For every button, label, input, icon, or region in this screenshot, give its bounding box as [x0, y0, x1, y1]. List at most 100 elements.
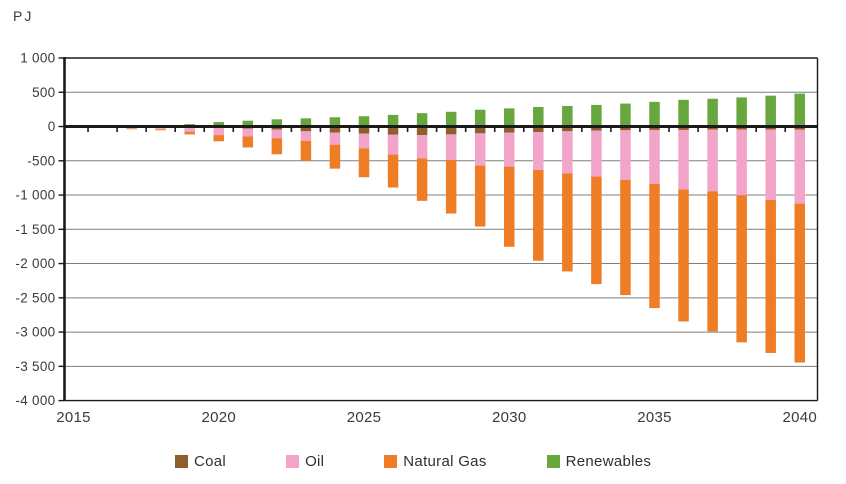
bar-segment-natural-gas-2035 — [649, 183, 660, 309]
bar-segment-coal-2028 — [445, 126, 457, 135]
bar-segment-oil-2039 — [765, 129, 776, 200]
bar-segment-renewables-2031 — [533, 106, 544, 127]
x-axis-label: 2035 — [637, 409, 672, 426]
bar-segment-coal-2029 — [474, 126, 486, 134]
bar-segment-coal-2040 — [794, 126, 805, 130]
bar-segment-oil-2030 — [504, 132, 515, 167]
bar-segment-renewables-2039 — [765, 95, 776, 127]
y-axis-label: 1 000 — [20, 51, 55, 66]
y-axis-unit-label: PJ — [13, 8, 34, 24]
bar-segment-coal-2030 — [504, 126, 515, 133]
x-axis-label: 2025 — [347, 409, 382, 426]
bar-segment-oil-2032 — [562, 131, 573, 174]
y-axis-label: 0 — [48, 119, 56, 134]
bar-segment-coal-2035 — [649, 126, 660, 130]
bar-segment-renewables-2030 — [504, 108, 515, 127]
bar-segment-natural-gas-2030 — [504, 166, 515, 247]
bar-segment-natural-gas-2036 — [678, 189, 689, 322]
bar-segment-coal-2024 — [329, 126, 341, 133]
legend-label-oil: Oil — [305, 452, 325, 470]
y-axis-label: -1 500 — [15, 222, 55, 237]
bar-segment-renewables-2032 — [562, 105, 573, 127]
bar-segment-oil-2025 — [358, 133, 370, 149]
bar-segment-oil-2020 — [213, 127, 224, 136]
bar-segment-natural-gas-2031 — [533, 170, 544, 261]
bar-segment-oil-2036 — [678, 129, 689, 190]
bar-segment-natural-gas-2032 — [562, 173, 573, 272]
bar-segment-coal-2038 — [736, 126, 747, 130]
bar-segment-renewables-2026 — [387, 114, 399, 127]
bar-segment-coal-2031 — [533, 126, 544, 133]
bar-segment-oil-2027 — [416, 135, 428, 159]
bar-segment-oil-2038 — [736, 129, 747, 196]
oil-swatch-icon — [286, 454, 300, 468]
bar-segment-oil-2037 — [707, 129, 718, 192]
bar-segment-natural-gas-2028 — [445, 160, 457, 214]
bar-segment-coal-2027 — [416, 126, 428, 136]
y-axis-label: -3 500 — [15, 359, 55, 374]
bar-segment-renewables-2028 — [445, 111, 457, 127]
bar-segment-renewables-2037 — [707, 98, 718, 127]
bar-segment-natural-gas-2021 — [242, 136, 254, 148]
y-axis-label: -4 000 — [15, 393, 55, 408]
bar-segment-renewables-2035 — [649, 101, 660, 127]
natural-gas-swatch-icon — [384, 454, 398, 468]
bar-segment-oil-2018 — [155, 127, 166, 130]
bar-segment-natural-gas-2027 — [416, 158, 428, 201]
bar-segment-renewables-2027 — [416, 113, 428, 127]
bar-segment-oil-2033 — [591, 130, 602, 177]
bar-segment-renewables-2023 — [300, 118, 312, 127]
x-axis-label: 2015 — [56, 409, 91, 426]
bar-segment-natural-gas-2029 — [474, 165, 486, 227]
bar-segment-coal-2032 — [562, 126, 573, 132]
bar-segment-coal-2033 — [591, 126, 602, 131]
coal-swatch-icon — [175, 454, 188, 468]
x-axis-label: 2030 — [492, 409, 527, 426]
x-axis-label: 2040 — [782, 409, 817, 426]
y-axis-label: -2 500 — [15, 290, 55, 305]
bar-segment-renewables-2020 — [213, 122, 224, 127]
y-axis-label: -3 000 — [15, 325, 55, 340]
bar-segment-coal-2036 — [678, 126, 689, 130]
bar-segment-oil-2028 — [445, 134, 457, 161]
bar-segment-coal-2023 — [300, 126, 312, 132]
bar-segment-natural-gas-2024 — [329, 144, 341, 169]
bar-segment-renewables-2025 — [358, 116, 370, 127]
bar-segment-oil-2024 — [329, 132, 341, 145]
bar-segment-natural-gas-2040 — [794, 203, 805, 363]
bar-segment-oil-2019 — [184, 127, 195, 132]
legend-label-renewables: Renewables — [565, 452, 652, 470]
legend-item-coal: Coal — [175, 453, 226, 470]
legend-item-oil: Oil — [286, 453, 324, 470]
bar-segment-renewables-2022 — [271, 119, 283, 127]
bar-segment-coal-2022 — [271, 126, 283, 130]
legend-label-coal: Coal — [194, 452, 227, 470]
bar-segment-renewables-2029 — [474, 109, 486, 127]
bar-segment-oil-2026 — [387, 134, 399, 155]
renewables-swatch-icon — [546, 454, 560, 468]
y-axis-label: 500 — [32, 85, 55, 100]
bar-segment-natural-gas-2033 — [591, 176, 602, 285]
legend-item-natural-gas: Natural Gas — [384, 453, 486, 470]
bar-segment-oil-2021 — [242, 128, 254, 137]
bar-segment-natural-gas-2038 — [736, 195, 747, 343]
bar-segment-natural-gas-2037 — [707, 191, 718, 332]
bar-segment-oil-2035 — [649, 129, 660, 184]
bar-segment-renewables-2034 — [620, 103, 631, 127]
bar-segment-renewables-2021 — [242, 120, 254, 127]
bar-segment-renewables-2036 — [678, 99, 689, 127]
legend-item-renewables: Renewables — [546, 452, 652, 470]
bar-segment-oil-2034 — [620, 130, 631, 180]
legend-label-natural-gas: Natural Gas — [403, 452, 487, 470]
bar-segment-natural-gas-2019 — [184, 131, 195, 135]
bar-segment-coal-2039 — [765, 126, 776, 130]
bar-segment-oil-2023 — [300, 131, 312, 141]
bar-segment-renewables-2024 — [329, 117, 341, 127]
bar-segment-natural-gas-2039 — [765, 199, 776, 353]
bar-segment-oil-2031 — [533, 132, 544, 171]
bar-segment-renewables-2040 — [794, 93, 805, 127]
bar-segment-coal-2037 — [707, 126, 718, 130]
bar-segment-renewables-2033 — [591, 104, 602, 127]
bar-segment-coal-2034 — [620, 126, 631, 131]
bar-segment-oil-2022 — [271, 129, 283, 139]
